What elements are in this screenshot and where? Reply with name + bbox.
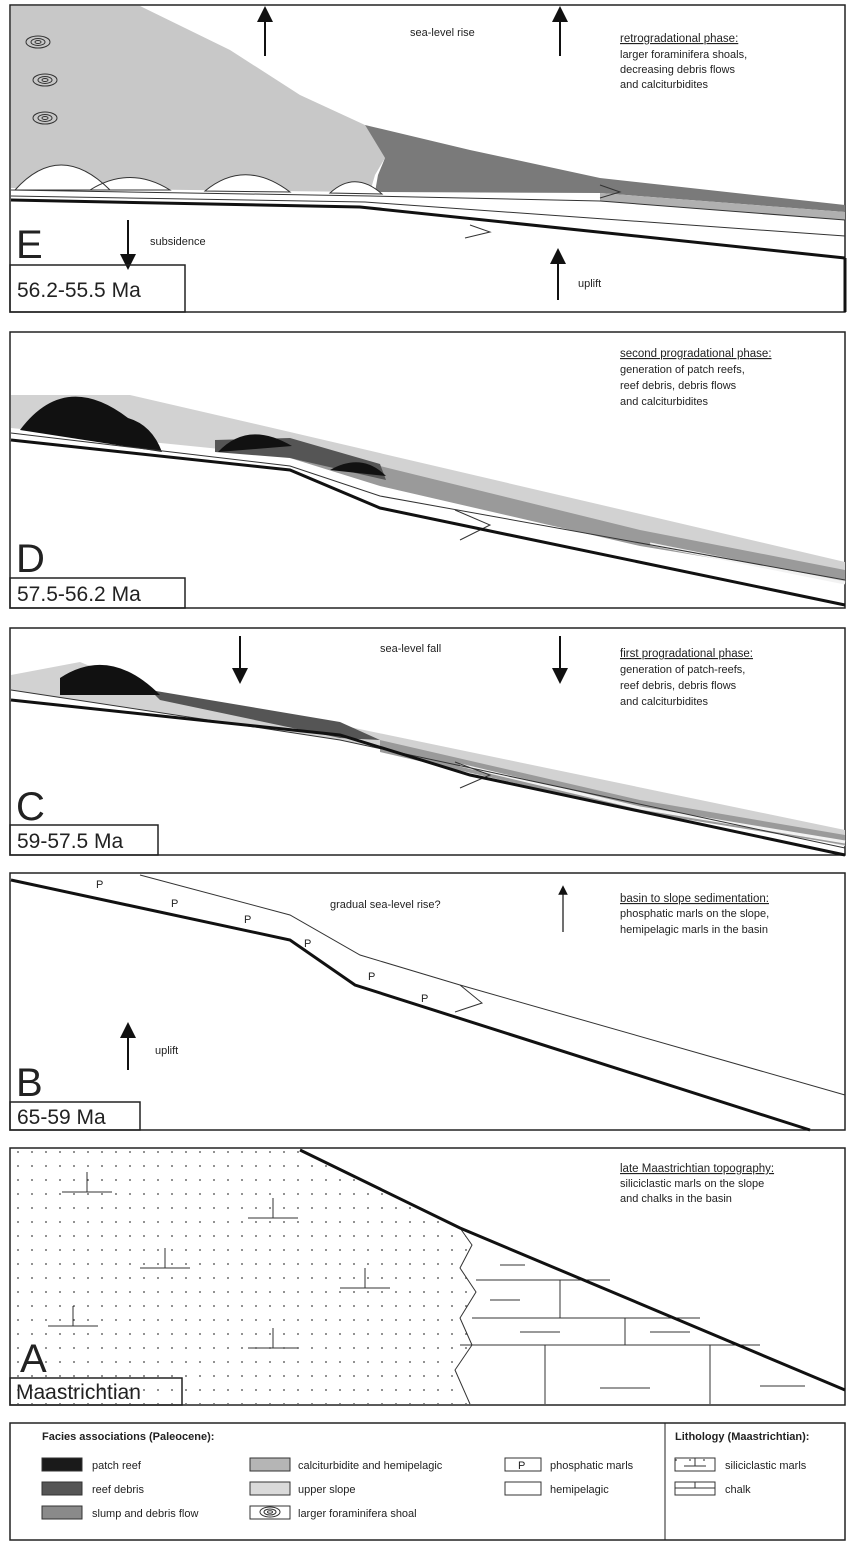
panel-b: P P P P P P gradual sea-level rise? upli… [10, 873, 845, 1130]
phase-line: phosphatic marls on the slope, [620, 908, 769, 920]
note: sea-level rise [410, 27, 475, 39]
p-label: P [304, 938, 311, 950]
phase-line: larger foraminifera shoals, [620, 49, 747, 61]
legend-title: Lithology (Maastrichtian): [675, 1431, 809, 1443]
phase-line: and calciturbidites [620, 396, 709, 408]
p-label: P [96, 879, 103, 891]
p-label: P [421, 993, 428, 1005]
legend-label: reef debris [92, 1484, 144, 1496]
basement [11, 700, 845, 855]
panel-letter: E [16, 223, 43, 267]
phase-line: reef debris, debris flows [620, 680, 737, 692]
diagram: sea-level rise subsidence uplift retrogr… [0, 0, 849, 1547]
age: 57.5-56.2 Ma [17, 583, 141, 606]
note: sea-level fall [380, 643, 441, 655]
p-label: P [171, 898, 178, 910]
age: 65-59 Ma [17, 1106, 106, 1129]
interfinger [455, 985, 482, 1012]
phase-line: siliciclastic marls on the slope [620, 1178, 764, 1190]
swatch [505, 1482, 541, 1495]
phase-title: first progradational phase: [620, 648, 753, 660]
panel-c: sea-level fall first progradational phas… [10, 628, 845, 855]
swatch [42, 1482, 82, 1495]
p-label: P [368, 971, 375, 983]
panel-letter: C [16, 785, 45, 829]
phase-line: and chalks in the basin [620, 1193, 732, 1205]
age: 59-57.5 Ma [17, 830, 124, 853]
phase-title: basin to slope sedimentation: [620, 893, 769, 905]
phase-line: reef debris, debris flows [620, 380, 737, 392]
legend-label: hemipelagic [550, 1484, 609, 1496]
phase-title: late Maastrichtian topography: [620, 1163, 774, 1175]
age: 56.2-55.5 Ma [17, 279, 141, 302]
legend-label: slump and debris flow [92, 1508, 198, 1520]
phase-line: decreasing debris flows [620, 64, 735, 76]
legend-label: calciturbidite and hemipelagic [298, 1460, 443, 1472]
phase-line: generation of patch reefs, [620, 364, 745, 376]
swatch [42, 1458, 82, 1471]
phase-line: generation of patch-reefs, [620, 664, 745, 676]
swatch [250, 1482, 290, 1495]
legend-label: upper slope [298, 1484, 356, 1496]
phase-title: second progradational phase: [620, 348, 772, 360]
note: uplift [578, 278, 601, 290]
legend-label: siliciclastic marls [725, 1460, 807, 1472]
legend-label: patch reef [92, 1460, 142, 1472]
legend-title: Facies associations (Paleocene): [42, 1431, 214, 1443]
legend-symbol: P [518, 1460, 525, 1472]
shoal [11, 6, 385, 192]
legend-label: chalk [725, 1484, 751, 1496]
panel-d: second progradational phase: generation … [10, 332, 845, 608]
note: gradual sea-level rise? [330, 899, 441, 911]
legend: Facies associations (Paleocene): patch r… [10, 1423, 845, 1540]
note: uplift [155, 1045, 178, 1057]
legend-label: phosphatic marls [550, 1460, 634, 1472]
panel-letter: B [16, 1061, 43, 1105]
phase-title: retrogradational phase: [620, 33, 738, 45]
swatch [42, 1506, 82, 1519]
siliciclastic-marls [11, 1149, 476, 1404]
p-label: P [244, 914, 251, 926]
interfinger [465, 225, 490, 238]
phase-line: and calciturbidites [620, 79, 709, 91]
phase-line: and calciturbidites [620, 696, 709, 708]
chalk-lines [460, 1265, 805, 1404]
panel-letter: A [20, 1337, 47, 1381]
panel-e: sea-level rise subsidence uplift retrogr… [10, 5, 845, 312]
age: Maastrichtian [16, 1381, 141, 1404]
panel-letter: D [16, 537, 45, 581]
note: subsidence [150, 236, 206, 248]
swatch [250, 1458, 290, 1471]
phase-line: hemipelagic marls in the basin [620, 924, 768, 936]
panel-a: late Maastrichtian topography: silicicla… [10, 1148, 845, 1405]
legend-label: larger foraminifera shoal [298, 1508, 417, 1520]
